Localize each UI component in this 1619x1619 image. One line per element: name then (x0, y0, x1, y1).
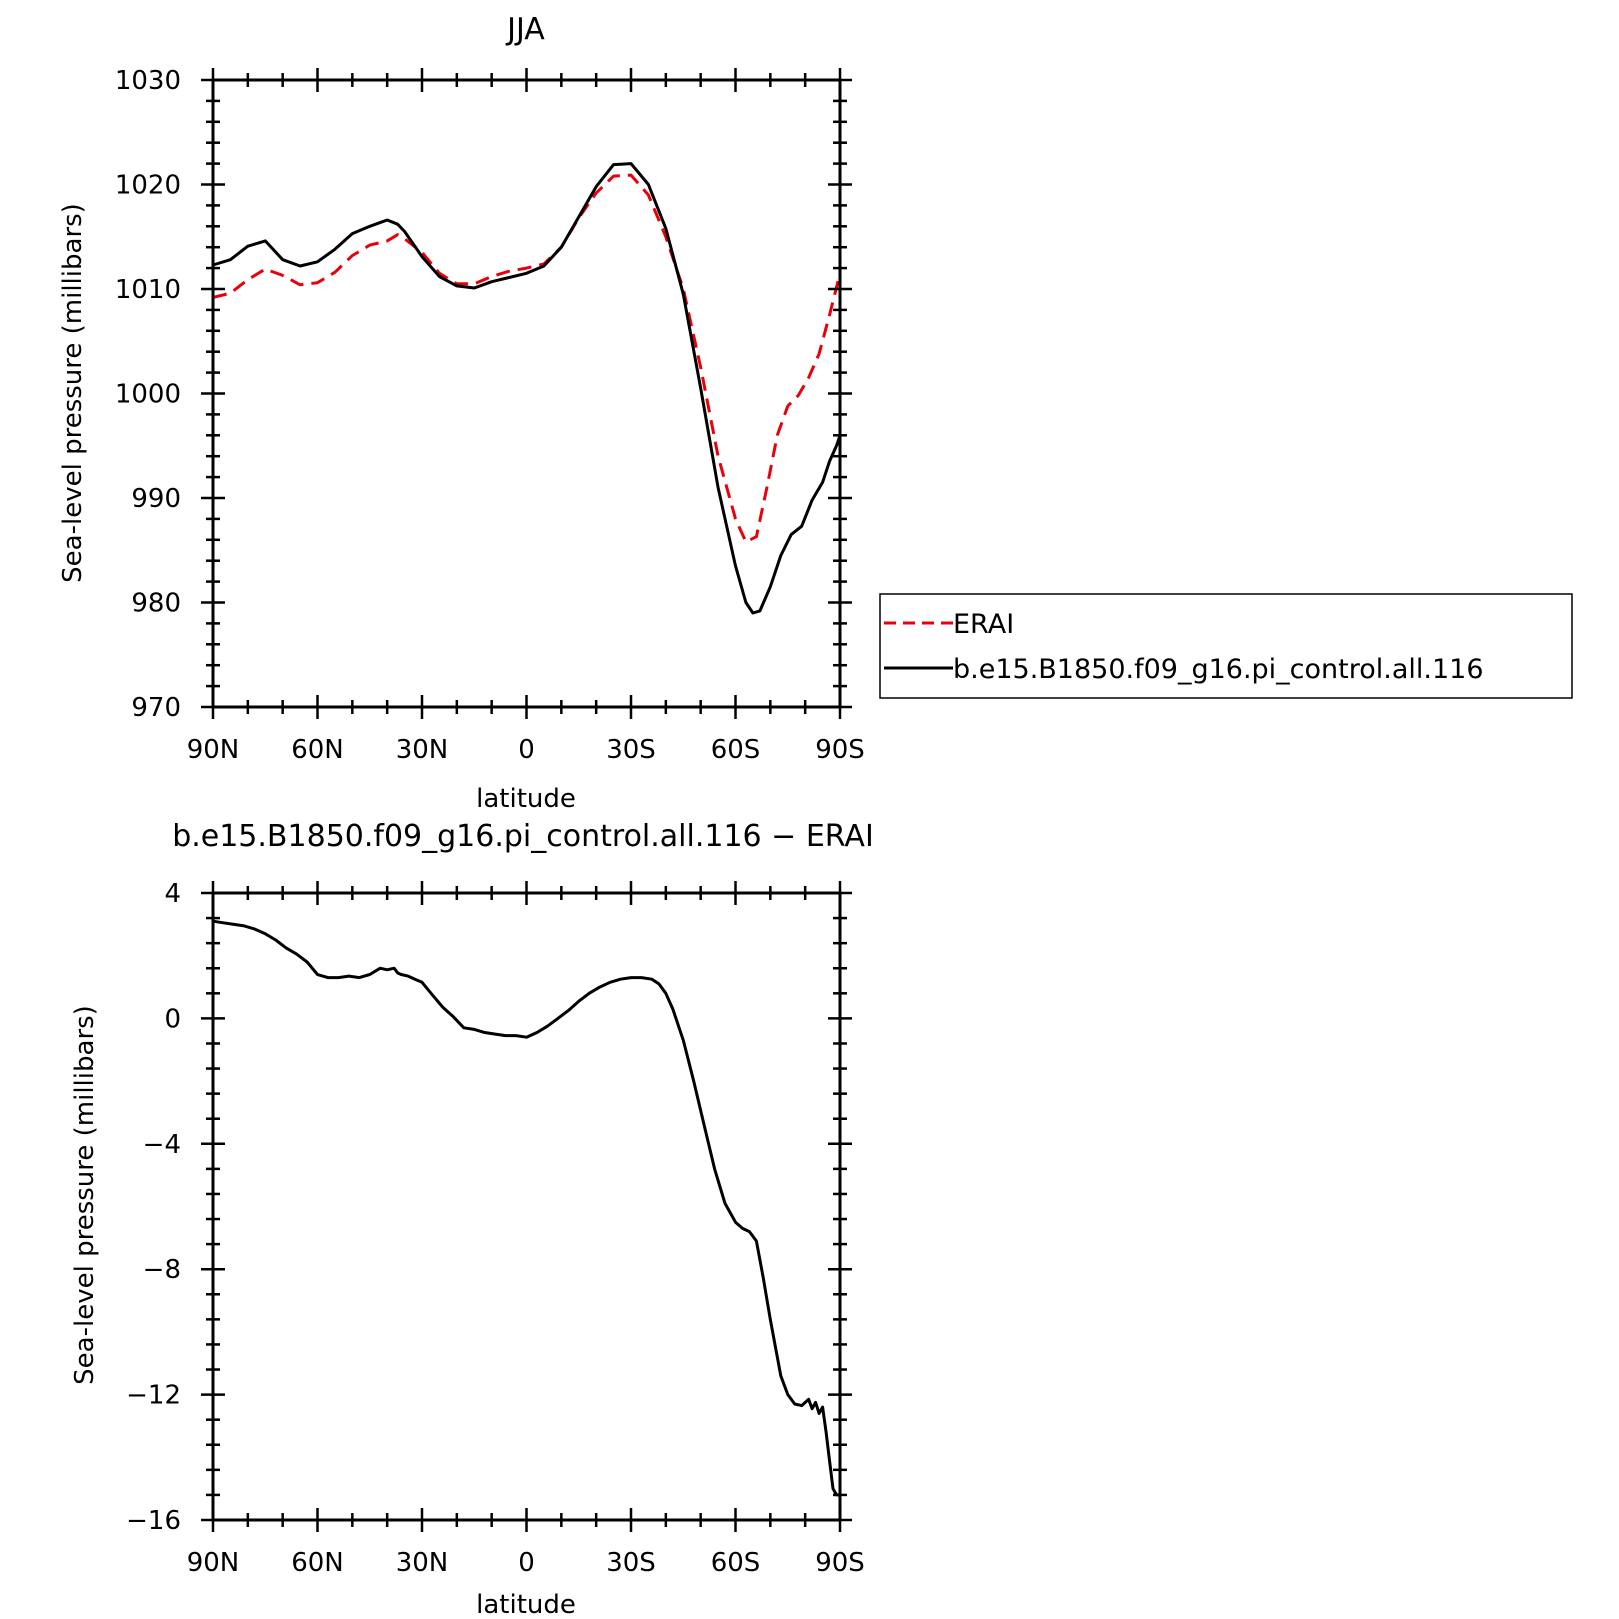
bottom-panel-ticks (201, 881, 852, 1532)
top-panel-x-tick-label: 30N (396, 735, 449, 765)
top-panel-x-tick-labels: 90N 60N 30N 0 30S 60S 90S (187, 735, 865, 765)
bottom-panel-x-tick-labels: 90N 60N 30N 0 30S 60S 90S (187, 1548, 865, 1578)
legend-label-erai: ERAI (953, 609, 1014, 640)
bottom-panel-x-tick-label: 90S (815, 1548, 865, 1578)
top-panel-y-tick-label: 1030 (115, 66, 181, 96)
top-panel-x-tick-label: 60S (711, 735, 761, 765)
top-panel-series-b-e15-b1850-f09-g16-pi-control-all-116-line (212, 162, 842, 615)
top-panel-y-tick-label: 970 (131, 693, 181, 723)
top-panel-series-erai-line (212, 173, 842, 544)
bottom-panel-x-tick-label: 30N (396, 1548, 449, 1578)
top-panel-y-tick-label: 990 (131, 484, 181, 514)
bottom-panel-y-axis-label: Sea-level pressure (millibars) (70, 1005, 100, 1385)
top-panel-title: JJA (505, 12, 545, 47)
bottom-panel-x-tick-label: 30S (606, 1548, 656, 1578)
top-plot-frame (211, 78, 842, 709)
top-panel-y-tick-labels: 970 980 990 1000 1010 1020 1030 (115, 66, 181, 723)
top-panel-y-tick-label: 1010 (115, 275, 181, 305)
bottom-panel-x-axis-label: latitude (476, 1590, 576, 1619)
bottom-panel-x-tick-label: 60N (291, 1548, 344, 1578)
top-panel-x-axis-label: latitude (476, 784, 576, 814)
top-panel: JJA 970 980 990 1000 1010 1020 1030 90N 60N 30N 0… (58, 12, 1573, 814)
top-panel-x-tick-label: 30S (606, 735, 656, 765)
top-panel-x-tick-label: 0 (518, 735, 535, 765)
bottom-plot-frame (211, 891, 842, 1522)
bottom-panel: b.e15.B1850.f09_g16.pi_control.all.116 −… (70, 819, 874, 1619)
bottom-panel-x-tick-label: 90N (187, 1548, 240, 1578)
top-panel-series-group (212, 162, 842, 615)
top-panel-y-tick-label: 1020 (115, 171, 181, 201)
top-panel-y-tick-label: 1000 (115, 380, 181, 410)
top-panel-x-tick-label: 60N (291, 735, 344, 765)
legend-label-model: b.e15.B1850.f09_g16.pi_control.all.116 (953, 654, 1484, 685)
legend: ERAI b.e15.B1850.f09_g16.pi_control.all.… (879, 593, 1573, 699)
top-panel-y-axis-label: Sea-level pressure (millibars) (58, 203, 88, 583)
bottom-panel-x-tick-label: 60S (711, 1548, 761, 1578)
bottom-panel-y-tick-label: −12 (126, 1381, 181, 1411)
top-panel-ticks (201, 68, 852, 719)
bottom-panel-x-tick-label: 0 (518, 1548, 535, 1578)
bottom-panel-y-tick-label: −4 (143, 1130, 181, 1160)
bottom-panel-y-tick-label: 4 (164, 879, 181, 909)
bottom-panel-series-difference-line (212, 919, 840, 1497)
legend-box (879, 593, 1573, 699)
bottom-panel-series-group (212, 919, 840, 1497)
top-panel-y-tick-label: 980 (131, 589, 181, 619)
bottom-panel-y-tick-label: −8 (143, 1255, 181, 1285)
top-panel-x-tick-label: 90N (187, 735, 240, 765)
top-panel-x-tick-label: 90S (815, 735, 865, 765)
bottom-panel-y-tick-label: 0 (164, 1004, 181, 1034)
bottom-panel-y-tick-label: −16 (126, 1506, 181, 1536)
bottom-panel-y-tick-labels: −16 −12 −8 −4 0 4 (126, 879, 181, 1536)
bottom-panel-title: b.e15.B1850.f09_g16.pi_control.all.116 −… (172, 819, 874, 854)
